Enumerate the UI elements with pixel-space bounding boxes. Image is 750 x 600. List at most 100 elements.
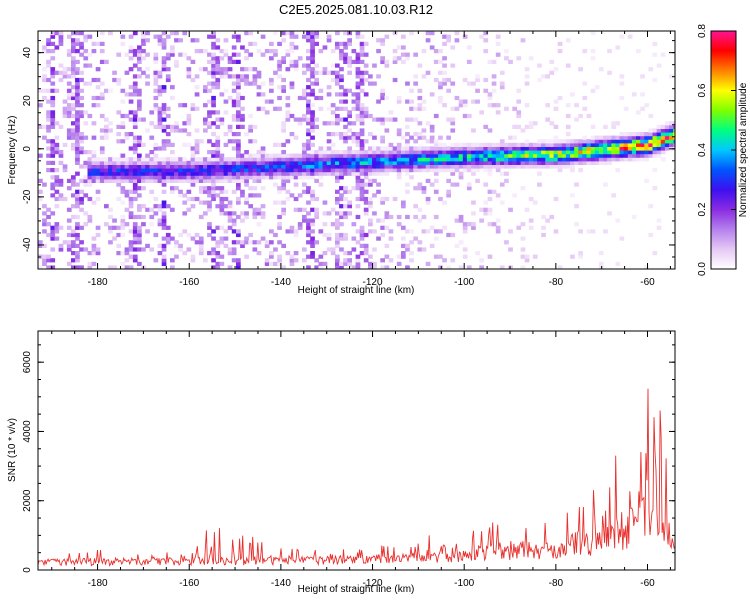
heatmap-cell	[50, 186, 56, 191]
heatmap-cell	[310, 92, 315, 97]
heatmap-cell	[83, 135, 89, 140]
heatmap-cell	[91, 164, 97, 169]
heatmap-cell	[62, 67, 68, 72]
heatmap-cell	[405, 171, 410, 176]
heatmap-cell	[161, 128, 167, 133]
heatmap-cell	[66, 88, 72, 93]
heatmap-cell	[227, 204, 233, 209]
heatmap-cell	[446, 150, 451, 155]
heatmap-cell	[297, 193, 303, 198]
heatmap-cell	[380, 153, 385, 158]
heatmap-cell	[186, 70, 192, 75]
heatmap-cell	[396, 132, 402, 137]
heatmap-cell	[450, 258, 456, 263]
heatmap-cell	[153, 88, 159, 93]
heatmap-cell	[413, 164, 418, 169]
heatmap-cell	[128, 92, 134, 97]
heatmap-cell	[153, 232, 159, 238]
heatmap-cell	[458, 150, 464, 155]
heatmap-cell	[475, 153, 480, 158]
heatmap-cell	[104, 222, 109, 227]
heatmap-cell	[91, 236, 97, 241]
heatmap-cell	[108, 168, 113, 173]
heatmap-cell	[277, 175, 282, 180]
heatmap-cell	[462, 229, 468, 234]
heatmap-cell	[132, 135, 138, 140]
heatmap-cell	[66, 247, 72, 252]
heatmap-cell	[396, 261, 402, 266]
heatmap-cell	[170, 142, 175, 147]
heatmap-cell	[161, 236, 167, 241]
heatmap-cell	[487, 142, 493, 147]
heatmap-cell	[339, 204, 344, 209]
heatmap-cell	[306, 128, 311, 133]
heatmap-cell	[58, 31, 64, 36]
heatmap-cell	[627, 150, 633, 155]
heatmap-cell	[99, 178, 105, 183]
heatmap-cell	[182, 175, 188, 180]
heatmap-cell	[137, 204, 142, 209]
heatmap-cell	[355, 157, 361, 162]
heatmap-cell	[141, 41, 146, 46]
heatmap-cell	[231, 88, 237, 93]
heatmap-cell	[339, 41, 344, 46]
heatmap-cell	[264, 99, 270, 104]
heatmap-cell	[104, 171, 109, 176]
heatmap-cell	[590, 124, 596, 129]
heatmap-cell	[640, 142, 645, 147]
heatmap-cell	[376, 146, 381, 151]
heatmap-cell	[384, 254, 390, 259]
heatmap-cell	[211, 95, 216, 101]
heatmap-cell	[99, 95, 105, 101]
heatmap-cell	[302, 214, 307, 220]
heatmap-cell	[75, 77, 80, 83]
heatmap-cell	[335, 45, 340, 50]
heatmap-cell	[541, 232, 546, 238]
heatmap-cell	[446, 88, 451, 93]
heatmap-cell	[219, 189, 225, 194]
heatmap-cell	[450, 81, 456, 86]
heatmap-cell	[71, 229, 76, 234]
heatmap-cell	[388, 150, 394, 155]
heatmap-cell	[116, 168, 122, 173]
heatmap-cell	[401, 157, 406, 162]
heatmap-cell	[190, 175, 196, 180]
heatmap-cell	[363, 175, 369, 180]
heatmap-cell	[132, 236, 138, 241]
heatmap-cell	[425, 70, 431, 75]
heatmap-cell	[281, 124, 286, 129]
heatmap-cell	[141, 168, 146, 173]
heatmap-cell	[446, 77, 451, 83]
heatmap-cell	[376, 157, 381, 162]
heatmap-cell	[75, 236, 80, 241]
heatmap-cell	[376, 74, 381, 79]
heatmap-cell	[227, 247, 233, 252]
heatmap-cell	[512, 142, 517, 147]
heatmap-cell	[108, 121, 113, 126]
heatmap-cell	[355, 182, 361, 187]
heatmap-cell	[368, 182, 373, 187]
heatmap-cell	[161, 146, 167, 151]
heatmap-cell	[355, 171, 361, 176]
heatmap-cell	[124, 135, 130, 140]
heatmap-cell	[384, 225, 390, 230]
heatmap-cell	[520, 128, 526, 133]
heatmap-cell	[306, 110, 311, 115]
heatmap-cell	[318, 95, 324, 101]
heatmap-cell	[58, 178, 64, 183]
heatmap-cell	[207, 193, 212, 198]
heatmap-cell	[335, 157, 340, 162]
heatmap-cell	[99, 157, 105, 162]
heatmap-cell	[417, 121, 423, 126]
heatmap-cell	[170, 85, 175, 90]
heatmap-cell	[565, 153, 571, 158]
heatmap-cell	[339, 236, 344, 241]
heatmap-cell	[392, 146, 398, 151]
heatmap-cell	[91, 171, 97, 176]
heatmap-cell	[157, 88, 163, 93]
heatmap-cell	[141, 171, 146, 176]
heatmap-cell	[174, 63, 179, 68]
heatmap-cell	[248, 171, 253, 176]
heatmap-cell	[157, 113, 163, 119]
heatmap-cell	[380, 258, 385, 263]
